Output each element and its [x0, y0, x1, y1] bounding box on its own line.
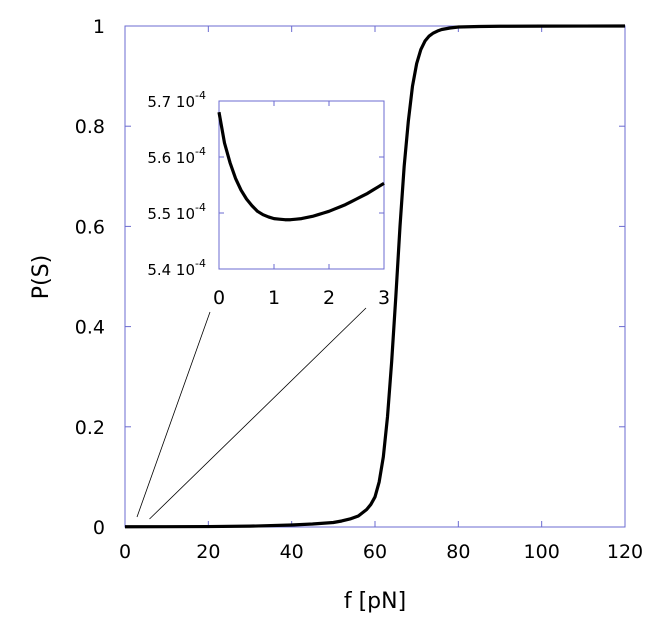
inset-plot-frame [218, 100, 385, 270]
main-x-tick-label: 60 [363, 541, 387, 563]
inset-x-tick-label: 1 [268, 287, 280, 309]
inset-x-tick-label: 0 [213, 287, 225, 309]
main-y-tick-label: 0.8 [75, 116, 105, 138]
y-axis-title: P(S) [29, 255, 54, 299]
zoom-connector-left [136, 311, 211, 518]
inset-x-tick-label: 2 [323, 287, 335, 309]
main-y-tick-label: 0.4 [75, 317, 105, 339]
main-series-line [124, 24, 626, 529]
main-x-tick-label: 20 [196, 541, 220, 563]
inset-x-tick-label: 3 [378, 287, 390, 309]
zoom-connector-right [149, 307, 367, 520]
main-y-tick-label: 0.2 [75, 417, 105, 439]
inset-x-tick-labels: 0 1 2 3 [213, 287, 390, 309]
main-y-tick-label: 0.6 [75, 216, 105, 238]
zoom-connector-lines [136, 307, 367, 520]
inset-y-tick-labels: 5.4 10-4 5.5 10-4 5.6 10-4 5.7 10-4 [147, 89, 206, 279]
main-y-tick-label: 0 [93, 517, 105, 539]
main-y-tick-labels: 0 0.2 0.4 0.6 0.8 1 [75, 16, 105, 539]
main-x-tick-labels: 0 20 40 60 80 100 120 [119, 541, 643, 563]
main-x-tick-label: 0 [119, 541, 131, 563]
main-x-tick-label: 40 [280, 541, 304, 563]
main-x-tick-label: 120 [607, 541, 643, 563]
main-x-tick-label: 100 [524, 541, 560, 563]
main-x-tick-label: 80 [446, 541, 470, 563]
inset-y-tick-label: 5.6 10-4 [147, 145, 206, 167]
inset-y-tick-label: 5.4 10-4 [147, 257, 206, 279]
inset-series-line [217, 111, 385, 222]
main-y-tick-label: 1 [93, 16, 105, 38]
inset-y-tick-label: 5.7 10-4 [147, 89, 206, 111]
x-axis-title: f [pN] [344, 589, 406, 614]
inset-ticks [218, 100, 385, 270]
inset-y-tick-label: 5.5 10-4 [147, 201, 206, 223]
